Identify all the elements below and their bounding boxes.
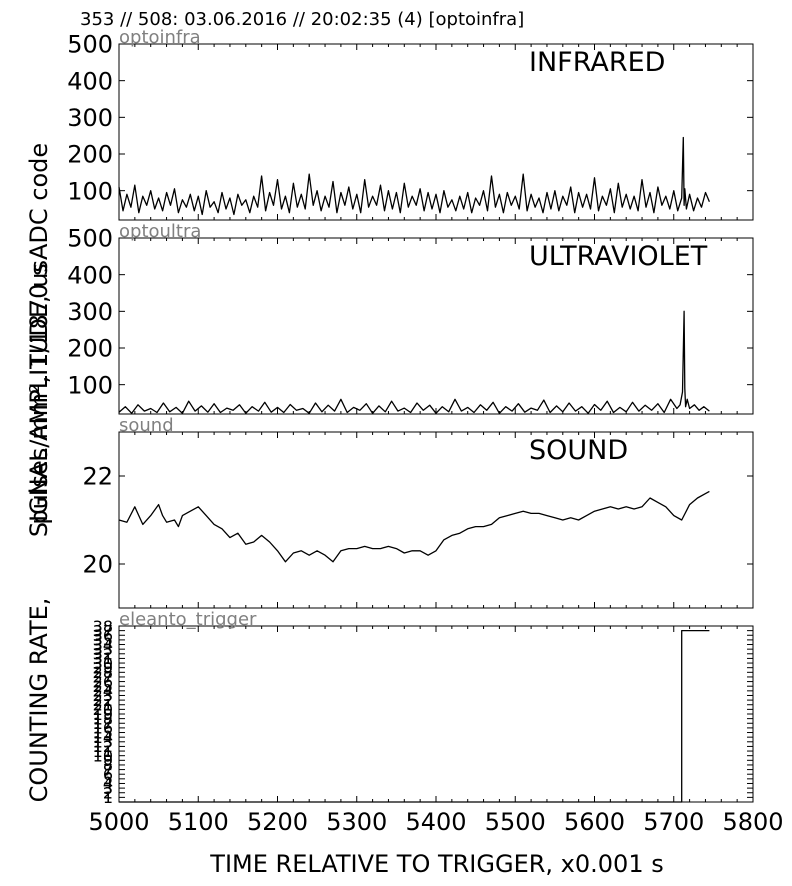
y-tick-label: 14 xyxy=(93,728,113,747)
y-tick-label: 500 xyxy=(67,31,113,59)
y-tick-label: 32 xyxy=(93,645,113,664)
y-tick-label: 30 xyxy=(93,654,113,673)
y-tick-label: 300 xyxy=(67,298,113,326)
y-tick-label: 25 xyxy=(93,677,113,696)
series-line xyxy=(118,490,710,563)
y-tick-label: 37 xyxy=(93,621,113,640)
x-tick-label: 5300 xyxy=(326,808,387,836)
y-tick-label: 100 xyxy=(67,177,113,205)
y-tick-label: 36 xyxy=(93,626,113,645)
figure-header: 353 // 508: 03.06.2016 // 20:02:35 (4) [… xyxy=(80,9,524,30)
y-tick-label: 11 xyxy=(93,742,113,761)
y-tick-label: 200 xyxy=(67,141,113,169)
x-tick-label: 5500 xyxy=(485,808,546,836)
x-tick-label: 5100 xyxy=(168,808,229,836)
y-tick-label: 22 xyxy=(93,691,113,710)
y-tick-label: 20 xyxy=(93,700,113,719)
y-axis-label-signal: SIGNAL AMPLITUDE, usADC code xyxy=(25,143,53,537)
y-tick-label: 3 xyxy=(103,779,113,798)
panel-tag: eleanto_trigger xyxy=(119,609,257,630)
panel-optoinfra: 100 200 300 400 500 optoinfra INFRARED xyxy=(67,27,754,221)
y-tick-label: 5 xyxy=(103,770,113,789)
panel-tag: optoinfra xyxy=(119,27,201,48)
y-tick-label: 16 xyxy=(93,719,113,738)
y-tick-label: 200 xyxy=(67,335,113,363)
y-tick-label: 38 xyxy=(93,617,113,636)
y-tick-label: 500 xyxy=(67,225,113,253)
y-axis-label-counting-rate: COUNTING RATE, xyxy=(25,598,53,803)
y-tick-label: 15 xyxy=(93,723,113,742)
y-tick-label: 22 xyxy=(82,463,113,491)
y-tick-label: 1 xyxy=(103,788,113,807)
panel-title: INFRARED xyxy=(529,47,665,78)
y-tick-label: 300 xyxy=(67,104,113,132)
series-line xyxy=(119,629,710,803)
y-tick-label: 27 xyxy=(93,668,113,687)
y-tick-label: 7 xyxy=(103,760,113,779)
y-tick-label: 8 xyxy=(103,756,113,775)
x-tick-label: 5400 xyxy=(405,808,466,836)
x-tick-label: 5600 xyxy=(564,808,625,836)
y-tick-label: 13 xyxy=(93,733,113,752)
y-tick-label: 29 xyxy=(93,658,113,677)
chart-panels: 100 200 300 400 500 optoinfra INFRARED 100 200 30… xyxy=(67,27,783,836)
y-tick-label: 34 xyxy=(93,635,113,654)
y-tick-label: 20 xyxy=(82,551,113,579)
y-tick-label: 26 xyxy=(93,672,113,691)
y-tick-label: 31 xyxy=(93,649,113,668)
y-tick-label: 19 xyxy=(93,705,113,724)
panel-title: ULTRAVIOLET xyxy=(529,241,708,272)
y-tick-label: 35 xyxy=(93,631,113,650)
plot-frame xyxy=(118,625,754,803)
y-axis-label-pulses: pulses/mm², 1/1870 s xyxy=(25,263,53,524)
y-tick-label: 21 xyxy=(93,695,113,714)
y-tick-label: 4 xyxy=(103,774,113,793)
panel-optoultra: 100 200 300 400 500 optoultra ULTRAVIOLET xyxy=(67,221,754,415)
y-tick-label: 9 xyxy=(103,751,113,770)
y-axis-labels: SIGNAL AMPLITUDE, usADC code pulses/mm²,… xyxy=(25,143,53,803)
y-tick-label: 17 xyxy=(93,714,113,733)
y-tick-label: 2 xyxy=(103,783,113,802)
y-tick-label: 6 xyxy=(103,765,113,784)
plot-frame xyxy=(118,431,754,609)
y-tick-label: 23 xyxy=(93,686,113,705)
panel-sound: 20 22 sound SOUND xyxy=(82,415,754,609)
y-tick-label: 12 xyxy=(93,737,113,756)
y-tick-label: 18 xyxy=(93,709,113,728)
y-tick-label: 400 xyxy=(67,67,113,95)
y-tick-label: 10 xyxy=(93,746,113,765)
y-tick-label: 400 xyxy=(67,261,113,289)
panel-eleanto_trigger: 1234567891011121314151617181920212223242… xyxy=(93,609,754,807)
y-tick-label: 33 xyxy=(93,640,113,659)
x-tick-label: 5000 xyxy=(88,808,149,836)
y-tick-label: 24 xyxy=(93,682,113,701)
panel-tag: sound xyxy=(119,415,174,436)
x-tick-label: 5700 xyxy=(643,808,704,836)
panel-title: SOUND xyxy=(529,435,628,466)
x-tick-label: 5200 xyxy=(247,808,308,836)
x-tick-label: 5800 xyxy=(722,808,783,836)
y-tick-label: 28 xyxy=(93,663,113,682)
series-line xyxy=(118,310,710,414)
y-tick-label: 100 xyxy=(67,371,113,399)
x-axis-label: TIME RELATIVE TO TRIGGER, x0.001 s xyxy=(209,850,663,878)
panel-tag: optoultra xyxy=(119,221,201,242)
series-line xyxy=(118,136,710,216)
